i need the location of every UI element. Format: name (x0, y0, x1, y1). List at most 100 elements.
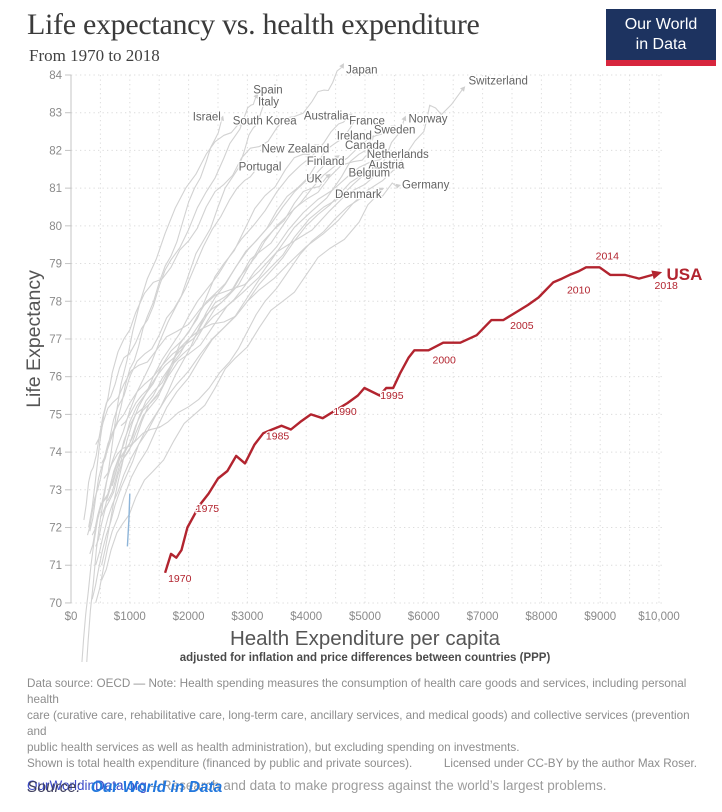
source-link[interactable]: Our World in Data (90, 779, 223, 796)
country-label: France (349, 115, 385, 127)
usa-label: USA (667, 265, 703, 284)
country-label: Japan (346, 64, 377, 76)
y-tick-label: 70 (49, 598, 62, 610)
y-tick-label: 74 (49, 447, 62, 459)
country-line-arrow (334, 155, 340, 161)
x-tick-label: $7000 (467, 611, 499, 623)
country-line (88, 67, 342, 528)
country-line (89, 138, 372, 555)
country-label: Denmark (335, 189, 382, 201)
country-line-arrow (378, 187, 385, 193)
country-line (107, 150, 372, 502)
usa-series: 1970 1975 1985 1990 1995 2000 2005 2010 2014 2018… (163, 249, 703, 586)
usa-year-label: 1990 (333, 406, 357, 418)
usa-year-label: 2018 (655, 280, 679, 292)
country-line-arrow (236, 120, 243, 127)
country-line (103, 189, 380, 479)
usa-line (163, 266, 653, 574)
y-axis-title: Life Expectancy (23, 270, 45, 408)
source-label: Source: (27, 779, 81, 796)
country-line-arrow (460, 86, 466, 92)
country-line-arrow (368, 135, 374, 141)
y-tick-label: 78 (49, 296, 62, 308)
country-label: Austria (369, 160, 405, 172)
chart-canvas: 70 71 72 73 74 75 76 77 78 79 80 81 82 83 84 $0 $1000 $20… (23, 63, 703, 664)
x-tick-label: $5000 (349, 611, 381, 623)
country-line-arrow (357, 117, 363, 123)
country-line (91, 157, 336, 600)
y-tick-label: 83 (49, 108, 62, 120)
country-line-arrow (313, 143, 320, 149)
logo-text-line1: Our World (624, 15, 698, 33)
x-tick-label: $8000 (525, 611, 557, 623)
x-axis-title: Health Expenditure per capita (230, 627, 501, 650)
country-line-arrow (253, 93, 259, 100)
y-tick-label: 84 (49, 70, 62, 82)
country-line-arrow (401, 115, 407, 122)
owid-tagline: – Research and data to make progress aga… (146, 778, 607, 794)
y-tick-label: 79 (49, 259, 62, 271)
country-line-arrow (387, 151, 394, 157)
x-tick-label: $4000 (290, 611, 322, 623)
usa-year-label: 2000 (433, 354, 457, 366)
country-line-arrow (346, 113, 353, 119)
usa-year-label: 1970 (168, 573, 192, 585)
country-line (86, 123, 240, 662)
x-tick-label: $3000 (231, 611, 263, 623)
y-tick-label: 75 (49, 409, 62, 421)
usa-year-label: 1975 (196, 503, 220, 515)
country-label: Spain (253, 84, 282, 96)
country-label: Ireland (337, 130, 372, 142)
x-tick-label: $2000 (173, 611, 205, 623)
note-row: Shown is total health expenditure (finan… (27, 756, 697, 772)
country-line-arrow (339, 63, 345, 69)
page-subtitle: From 1970 to 2018 (29, 46, 160, 65)
country-label: UK (306, 174, 322, 186)
usa-line-arrow (651, 270, 663, 280)
country-line (111, 89, 463, 487)
country-line-arrow (393, 159, 399, 165)
country-line-arrow (372, 166, 379, 172)
country-label: Norway (409, 113, 448, 125)
usa-year-label: 1985 (266, 430, 290, 442)
country-line (120, 127, 392, 427)
country-lines (81, 67, 463, 662)
footnote: Data source: OECD — Note: Health spendin… (27, 676, 697, 793)
usa-year-label: 1995 (380, 390, 404, 402)
country-line (95, 168, 375, 566)
x-tick-label: $0 (65, 611, 78, 623)
country-line-arrow (219, 115, 224, 122)
y-tick-label: 77 (49, 334, 62, 346)
owid-link[interactable]: OurWorldinData.org (27, 778, 147, 794)
y-tick-label: 71 (49, 560, 62, 572)
country-label: Sweden (374, 125, 416, 137)
license-note: Licensed under CC-BY by the author Max R… (443, 756, 697, 770)
country-line (83, 97, 257, 521)
country-line-arrow (390, 125, 396, 131)
country-line-arrow (325, 173, 331, 179)
country-line (81, 168, 257, 662)
country-line-arrow (264, 101, 270, 107)
owid-logo: Our World in Data (606, 9, 716, 66)
shown-note: Shown is total health expenditure (finan… (27, 756, 413, 770)
country-line (101, 119, 360, 517)
x-axis-subtitle: adjusted for inflation and price differe… (180, 652, 551, 664)
usa-year-label: 2014 (596, 250, 620, 262)
country-label: Israel (193, 111, 221, 123)
country-label: South Korea (233, 115, 298, 127)
x-tick-label: $1000 (114, 611, 146, 623)
x-tick-label: $6000 (408, 611, 440, 623)
country-label: Belgium (349, 167, 391, 179)
highlight-segment (126, 493, 131, 547)
country-label: Finland (307, 156, 345, 168)
source-line: Source: Our World in Data (27, 779, 222, 797)
usa-year-label: 2005 (510, 320, 534, 332)
country-line-arrow (395, 183, 402, 189)
y-tick-label: 72 (49, 523, 62, 535)
y-tick-label: 73 (49, 485, 62, 497)
country-label: Germany (402, 179, 450, 191)
country-line-arrow (369, 147, 376, 153)
country-line-arrow (254, 165, 260, 172)
